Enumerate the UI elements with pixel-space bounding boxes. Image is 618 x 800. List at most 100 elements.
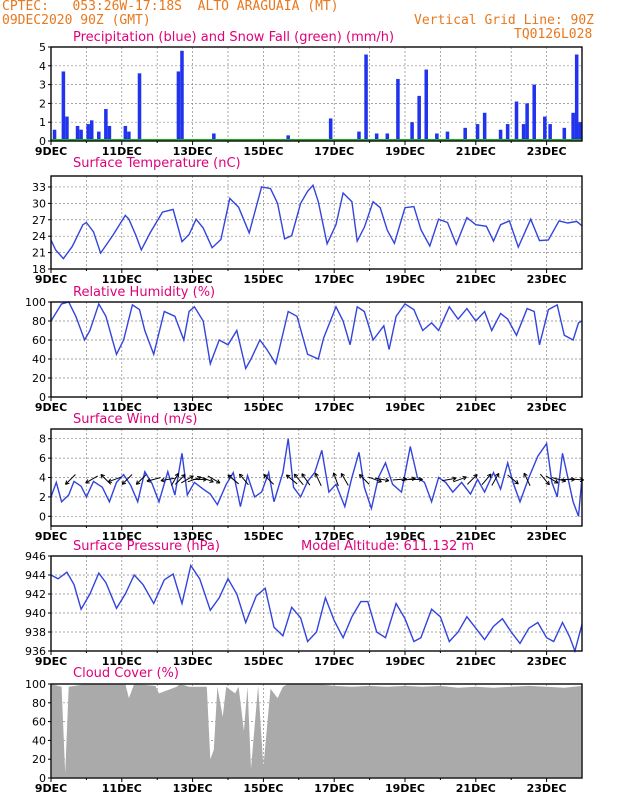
pressure-border: [50, 555, 583, 652]
precip-bar: [435, 133, 439, 141]
wind-arrow-head: [358, 474, 364, 479]
wind-arrow-head: [473, 474, 478, 479]
wind-arrow-head: [181, 474, 186, 479]
humidity-xtick-label: 13DEC: [173, 401, 213, 414]
wind-xtick-label: 23DEC: [527, 530, 567, 543]
humidity-title: Relative Humidity (%): [73, 285, 215, 300]
precip-bar: [574, 54, 579, 141]
precip-bar: [514, 101, 519, 141]
precip-bar: [410, 122, 414, 141]
wind-arrow-head: [285, 474, 291, 479]
precip-bar: [89, 120, 94, 141]
precip-xtick-label: 17DEC: [314, 145, 354, 158]
wind-arrow-head: [487, 473, 492, 479]
cloud-ytick-label: 60: [32, 716, 46, 729]
pressure-ytick-label: 940: [25, 607, 46, 620]
humidity-xtick-label: 23DEC: [527, 401, 567, 414]
wind-arrow: [301, 473, 311, 486]
wind-arrow-head: [523, 472, 528, 478]
wind-arrow-head: [263, 474, 268, 479]
pressure-ytick-label: 944: [25, 569, 46, 582]
humidity-xtick-label: 9DEC: [35, 401, 67, 414]
wind-ytick-label: 4: [39, 472, 46, 485]
pressure-ytick-label: 936: [25, 645, 46, 658]
pressure-frame: [50, 555, 583, 652]
pressure-xtick-label: 13DEC: [173, 655, 213, 668]
precip-bar: [385, 133, 390, 141]
cloud-title: Cloud Cover (%): [73, 666, 179, 681]
precip-bar: [482, 112, 487, 141]
precip-bar: [498, 129, 503, 141]
precip-xtick-label: 23DEC: [527, 145, 567, 158]
precip-ytick-label: 5: [39, 41, 46, 54]
wind-arrow-head: [495, 472, 500, 478]
humidity-ytick-label: 0: [39, 391, 46, 404]
wind-arrow-head: [545, 480, 550, 486]
cloud-xtick-label: 19DEC: [385, 782, 425, 795]
wind-arrow: [107, 476, 122, 483]
temperature-xtick-label: 13DEC: [173, 273, 213, 286]
pressure-title: Surface Pressure (hPa): [73, 539, 220, 554]
wind-arrow: [545, 475, 559, 484]
precip-xtick-label: 15DEC: [243, 145, 283, 158]
temperature-xtick-label: 15DEC: [243, 273, 283, 286]
cloud-ytick-label: 0: [39, 772, 46, 785]
pressure-xtick-label: 21DEC: [456, 655, 496, 668]
wind-arrow: [293, 473, 304, 486]
wind-ytick-label: 8: [39, 433, 46, 446]
temperature-ytick-label: 21: [32, 247, 46, 260]
cloud-xtick-label: 21DEC: [456, 782, 496, 795]
wind-arrow-head: [553, 479, 559, 484]
wind-arrow: [523, 472, 531, 486]
pressure-ytick-label: 938: [25, 626, 46, 639]
wind-arrow-head: [340, 472, 345, 478]
humidity-xtick-label: 17DEC: [314, 401, 354, 414]
pressure-xtick-label: 23DEC: [527, 655, 567, 668]
precip-bar: [127, 131, 131, 141]
precip-bar: [445, 131, 450, 141]
humidity-xtick-label: 11DEC: [102, 401, 142, 414]
wind-arrow-head: [227, 474, 232, 479]
precip-xtick-label: 21DEC: [456, 145, 496, 158]
wind-arrow: [263, 474, 275, 485]
humidity-xtick-label: 19DEC: [385, 401, 425, 414]
wind-arrow: [239, 473, 249, 486]
wind-arrow-head: [100, 474, 105, 479]
cloud-xtick-label: 23DEC: [527, 782, 567, 795]
cloud-ytick-label: 40: [32, 734, 46, 747]
wind-xtick-label: 21DEC: [456, 530, 496, 543]
precip-bar: [525, 103, 529, 141]
wind-ytick-label: 0: [39, 510, 46, 523]
precip-ytick-label: 1: [39, 116, 46, 129]
precip-xtick-label: 13DEC: [173, 145, 213, 158]
wind-ytick-label: 6: [39, 452, 46, 465]
wind-arrow: [507, 474, 519, 485]
station-title: CPTEC: 053:26W-17:18S ALTO ARAGUAIA (MT): [2, 0, 339, 14]
temperature-border: [50, 175, 583, 270]
temperature-ytick-label: 24: [32, 230, 46, 243]
wind-arrow-head: [215, 479, 221, 484]
precip-bar: [79, 129, 83, 141]
precip-bar: [52, 129, 57, 141]
wind-arrow-head: [65, 480, 70, 485]
wind-arrow-head: [121, 480, 127, 485]
wind-arrow: [286, 474, 298, 485]
wind-arrow-head: [293, 473, 299, 479]
humidity-ytick-label: 40: [32, 353, 46, 366]
wind-arrow-head: [146, 478, 151, 483]
wind-arrow: [100, 474, 112, 485]
temperature-xtick-label: 23DEC: [527, 273, 567, 286]
wind-arrow: [466, 474, 478, 485]
humidity-line: [50, 301, 583, 371]
temperature-xtick-label: 17DEC: [314, 273, 354, 286]
cloud-xtick-label: 13DEC: [173, 782, 213, 795]
temperature-line: [50, 183, 583, 260]
grid-note: Vertical Grid Line: 90Z: [414, 13, 595, 28]
precip-bar: [475, 124, 480, 141]
wind-arrow-head: [209, 478, 214, 483]
wind-arrow-head: [314, 472, 319, 478]
precip-bar: [543, 116, 547, 141]
pressure-xtick-label: 15DEC: [243, 655, 283, 668]
wind-arrow: [85, 475, 99, 484]
cloud-ytick-label: 100: [25, 678, 46, 691]
